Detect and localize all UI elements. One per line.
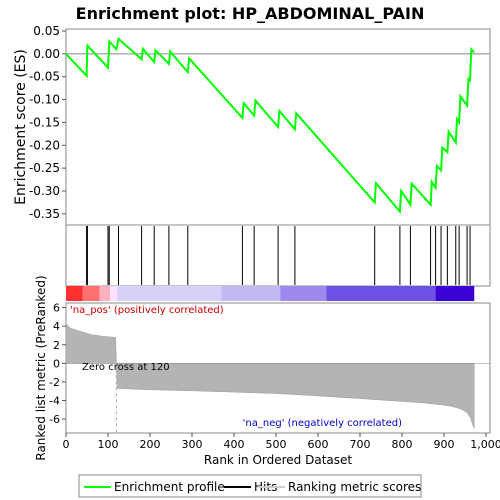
es-y-tick-label-5: -0.20 [29, 138, 60, 152]
colorbar-segment-5 [221, 286, 281, 301]
x-tick-label-9: 900 [434, 438, 455, 451]
colorbar-segment-1 [82, 286, 100, 301]
x-tick-label-8: 800 [392, 438, 413, 451]
enrichment-profile-line [65, 36, 475, 215]
legend-ranking-metric-label: Ranking metric scores [288, 480, 421, 494]
es-y-axis-label: Enrichment score (ES) [13, 49, 29, 205]
ranking-y-tick-label-1: 4 [53, 320, 60, 333]
x-tick-label-6: 600 [308, 438, 329, 451]
colorbar-segment-4 [117, 286, 222, 301]
ranking-metric-area [65, 322, 475, 429]
x-tick-label-7: 700 [350, 438, 371, 451]
positive-correlation-label: 'na_pos' (positively correlated) [70, 305, 224, 316]
x-tick-label-10: 1,000 [470, 438, 500, 451]
ranking-y-tick-label-0: 6 [53, 302, 60, 315]
ranking-y-axis-label: Ranked list metric (PreRanked) [34, 275, 48, 460]
es-y-tick-label-0: 0.05 [33, 24, 60, 38]
es-y-tick-label-6: -0.25 [29, 161, 60, 175]
colorbar-segment-3 [110, 286, 118, 301]
ranking-y-tick-label-3: 0 [53, 357, 60, 370]
es-y-tick-label-1: 0.00 [33, 47, 60, 61]
colorbar-segment-7 [326, 286, 436, 301]
legend: Enrichment profile Hits Ranking metric s… [78, 474, 422, 498]
ranking-colorbar [66, 286, 475, 301]
ranking-panel: 6 4 2 0 -2 -4 -6 Zero cross at 120 'na_pos' (p… [34, 275, 491, 461]
legend-enrichment-profile-label: Enrichment profile [114, 480, 225, 494]
chart-title: Enrichment plot: HP_ABDOMINAL_PAIN [76, 4, 425, 23]
es-y-tick-label-7: -0.30 [29, 184, 60, 198]
colorbar-segment-2 [99, 286, 111, 301]
colorbar-segment-6 [280, 286, 327, 301]
zero-cross-label: Zero cross at 120 [82, 362, 170, 373]
es-y-tick-label-8: -0.35 [29, 207, 60, 221]
ranking-y-tick-label-4: -2 [49, 376, 60, 389]
x-tick-label-0: 0 [63, 438, 70, 451]
es-y-tick-label-3: -0.10 [29, 93, 60, 107]
es-y-tick-label-2: -0.05 [29, 70, 60, 84]
x-tick-label-1: 100 [98, 438, 119, 451]
x-tick-label-2: 200 [140, 438, 161, 451]
negative-correlation-label: 'na_neg' (negatively correlated) [243, 418, 402, 429]
ranking-y-tick-label-5: -4 [49, 395, 60, 408]
es-y-tick-label-4: -0.15 [29, 115, 60, 129]
es-panel: 0.05 0.00 -0.05 -0.10 -0.15 -0.20 -0.25 -0.30 -0… [13, 24, 491, 226]
colorbar-segment-0 [66, 286, 83, 301]
ranking-y-tick-label-2: 2 [53, 339, 60, 352]
hits-panel [65, 224, 491, 287]
x-tick-label-4: 400 [224, 438, 245, 451]
x-tick-label-3: 300 [182, 438, 203, 451]
colorbar-segment-8 [435, 286, 475, 301]
x-axis-label: Rank in Ordered Dataset [204, 453, 352, 467]
ranking-y-tick-label-6: -6 [49, 413, 60, 426]
x-tick-label-5: 500 [266, 438, 287, 451]
